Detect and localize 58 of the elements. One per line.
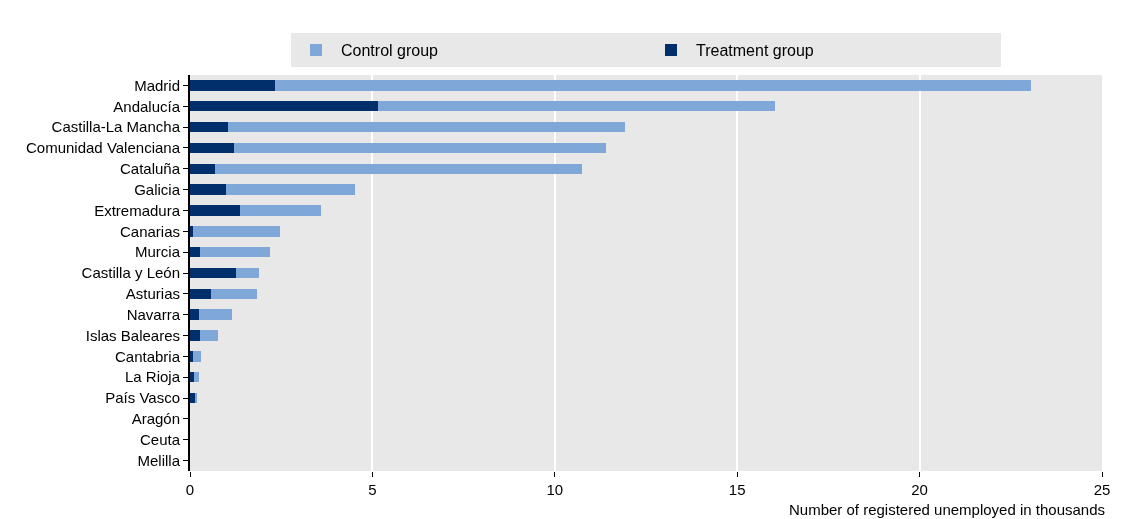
- bar: [192, 351, 201, 362]
- bar: [190, 330, 200, 341]
- bar: [190, 142, 235, 154]
- x-tick-label: 0: [185, 481, 195, 498]
- x-tick-label: 20: [911, 481, 928, 498]
- bar: [190, 351, 193, 362]
- bar: [225, 184, 355, 195]
- bar: [190, 184, 226, 195]
- bar: [199, 246, 270, 258]
- bar: [192, 226, 281, 237]
- y-tick-label: Islas Baleares: [85, 326, 180, 344]
- bar: [210, 288, 258, 300]
- y-tick-label: Ceuta: [139, 430, 181, 448]
- bar: [239, 205, 322, 216]
- bar: [190, 246, 200, 258]
- y-tick-label: Castilla y León: [81, 264, 180, 282]
- y-tick-label: Extremadura: [94, 201, 181, 219]
- y-tick-label: Navarra: [126, 305, 181, 323]
- bar: [199, 330, 219, 341]
- y-tick-label: Galicia: [134, 180, 181, 198]
- x-axis-title: Number of registered unemployed in thousands: [789, 501, 1106, 518]
- y-tick-label: Melilla: [137, 451, 181, 469]
- x-tick-label: 5: [368, 481, 377, 498]
- y-tick-label: Andalucía: [113, 97, 181, 115]
- y-tick-label: Aragón: [131, 410, 180, 428]
- bar: [215, 163, 582, 174]
- bar: [193, 372, 199, 383]
- bar: [190, 309, 200, 320]
- y-tick-label: Comunidad Valenciana: [26, 139, 181, 157]
- bar: [190, 372, 194, 383]
- bar: [227, 121, 626, 133]
- y-tick-label: Cataluña: [119, 160, 181, 178]
- x-tick-label: 10: [546, 481, 564, 498]
- bar: [190, 101, 378, 112]
- bar: [190, 205, 240, 216]
- bar: [190, 267, 237, 279]
- y-tick-label: Murcia: [134, 243, 181, 261]
- y-tick-label: La Rioja: [124, 368, 181, 386]
- bar: [190, 80, 276, 91]
- bar: [234, 142, 607, 154]
- bar: [236, 267, 260, 279]
- y-tick-label: Canarias: [119, 222, 180, 240]
- y-tick-label: País Vasco: [105, 389, 180, 407]
- x-tick-label: 15: [728, 481, 746, 498]
- legend-label: Control group: [341, 42, 439, 60]
- bar: [190, 288, 211, 300]
- bar: [190, 226, 193, 237]
- bar: [190, 121, 228, 133]
- bar: [377, 101, 776, 112]
- y-tick-label: Madrid: [134, 76, 180, 94]
- legend-label: Treatment group: [696, 42, 814, 60]
- bar: [275, 80, 1031, 91]
- x-tick-label: 25: [1093, 481, 1111, 498]
- y-tick-label: Asturias: [125, 285, 180, 303]
- bar: [190, 163, 216, 174]
- y-tick-label: Castilla-La Mancha: [51, 118, 181, 136]
- y-tick-label: Cantabria: [114, 347, 181, 365]
- bar: [199, 309, 233, 320]
